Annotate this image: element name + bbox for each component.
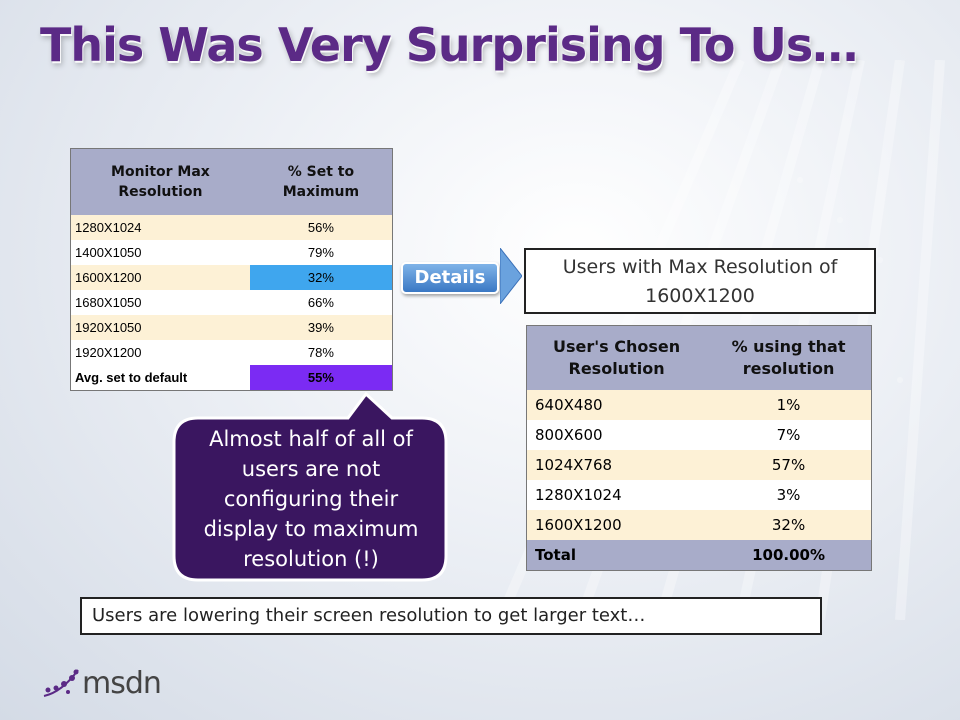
cell-resolution: 1920X1200 — [70, 340, 250, 365]
msdn-logo-text: msdn — [82, 666, 162, 701]
table-row: 800X600 7% — [526, 420, 872, 450]
cell-resolution: 640X480 — [526, 390, 707, 420]
column-header-using-percent: % using that resolution — [706, 325, 872, 390]
table-row: 1920X1200 78% — [70, 340, 393, 365]
cell-resolution: 1280X1024 — [526, 480, 707, 510]
total-label: Total — [526, 540, 707, 571]
cell-percent: 39% — [249, 315, 393, 340]
cell-percent: 32% — [706, 510, 872, 540]
max-resolution-table: Monitor Max Resolution % Set to Maximum … — [70, 148, 393, 391]
table-header-row: User's Chosen Resolution % using that re… — [526, 325, 872, 390]
table-row-average: Avg. set to default 55% — [70, 365, 393, 391]
table-header-row: Monitor Max Resolution % Set to Maximum — [70, 148, 393, 215]
cell-percent: 7% — [706, 420, 872, 450]
cell-resolution: 800X600 — [526, 420, 707, 450]
column-header-percent: % Set to Maximum — [249, 148, 393, 215]
table-row: 640X480 1% — [526, 390, 872, 420]
bottom-note: Users are lowering their screen resoluti… — [80, 597, 822, 635]
cell-resolution: 1400X1050 — [70, 240, 250, 265]
table-row-total: Total 100.00% — [526, 540, 872, 571]
details-button[interactable]: Details — [401, 262, 499, 294]
cell-percent: 78% — [249, 340, 393, 365]
arrow-right-icon — [500, 248, 522, 304]
table-row: 1280X1024 56% — [70, 215, 393, 240]
table-row-highlighted: 1600X1200 32% — [70, 265, 393, 290]
slide-title: This Was Very Surprising To Us… — [40, 18, 858, 72]
total-value: 100.00% — [706, 540, 872, 571]
cell-percent: 57% — [706, 450, 872, 480]
cell-resolution: 1600X1200 — [526, 510, 707, 540]
table-row: 1600X1200 32% — [526, 510, 872, 540]
table-row: 1920X1050 39% — [70, 315, 393, 340]
average-label: Avg. set to default — [70, 365, 250, 391]
cell-percent: 3% — [706, 480, 872, 510]
info-box: Users with Max Resolution of 1600X1200 — [524, 248, 876, 314]
table-row: 1024X768 57% — [526, 450, 872, 480]
cell-percent-highlighted: 32% — [249, 265, 393, 290]
average-value: 55% — [249, 365, 393, 391]
table-row: 1280X1024 3% — [526, 480, 872, 510]
table-row: 1680X1050 66% — [70, 290, 393, 315]
callout-text: Almost half of all of users are not conf… — [203, 427, 419, 571]
chosen-resolution-table: User's Chosen Resolution % using that re… — [526, 325, 872, 571]
cell-percent: 1% — [706, 390, 872, 420]
cell-percent: 79% — [249, 240, 393, 265]
cell-percent: 56% — [249, 215, 393, 240]
column-header-chosen-resolution: User's Chosen Resolution — [526, 325, 707, 390]
table-row: 1400X1050 79% — [70, 240, 393, 265]
cell-resolution: 1024X768 — [526, 450, 707, 480]
msdn-logo-icon — [43, 669, 79, 697]
cell-resolution: 1680X1050 — [70, 290, 250, 315]
callout-bubble — [172, 392, 448, 582]
cell-resolution: 1280X1024 — [70, 215, 250, 240]
column-header-resolution: Monitor Max Resolution — [70, 148, 250, 215]
cell-resolution: 1600X1200 — [70, 265, 250, 290]
cell-resolution: 1920X1050 — [70, 315, 250, 340]
cell-percent: 66% — [249, 290, 393, 315]
